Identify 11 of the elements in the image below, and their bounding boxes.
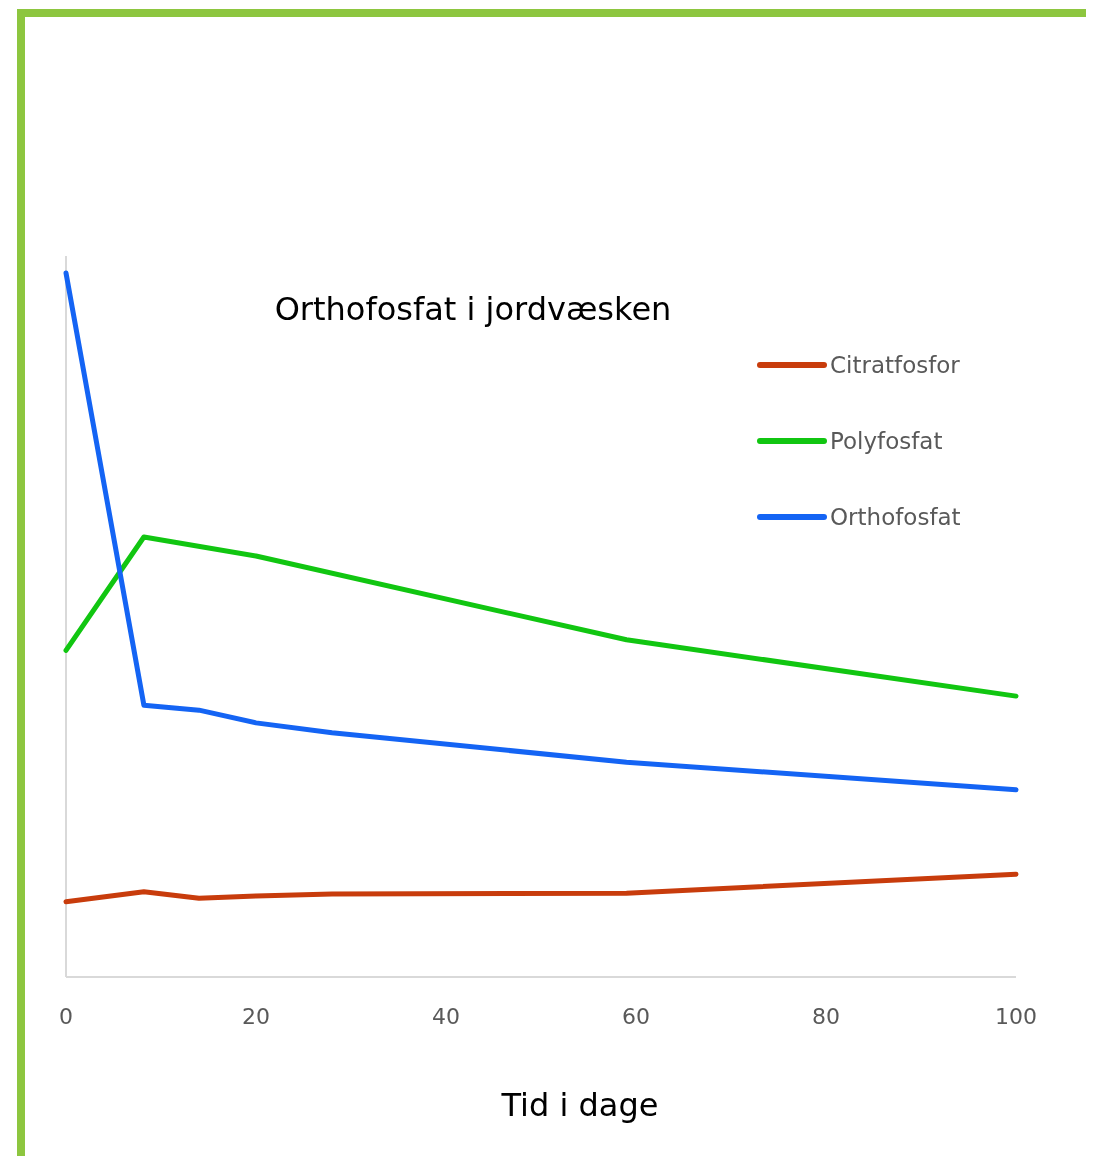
legend-label: Citratfosfor: [830, 352, 961, 378]
x-tick-label: 0: [59, 1004, 73, 1029]
x-tick-label: 20: [242, 1004, 270, 1029]
x-tick-label: 80: [812, 1004, 840, 1029]
text: Orthofosfat i jordvæsken: [274, 290, 672, 328]
x-tick-label: 100: [995, 1004, 1037, 1029]
x-tick-label: 40: [432, 1004, 460, 1029]
x-tick-label: 60: [622, 1004, 650, 1029]
legend-label: Polyfosfat: [830, 428, 943, 454]
legend-label: Orthofosfat: [830, 504, 961, 530]
x-axis-title: Tid i dage: [500, 1086, 659, 1124]
